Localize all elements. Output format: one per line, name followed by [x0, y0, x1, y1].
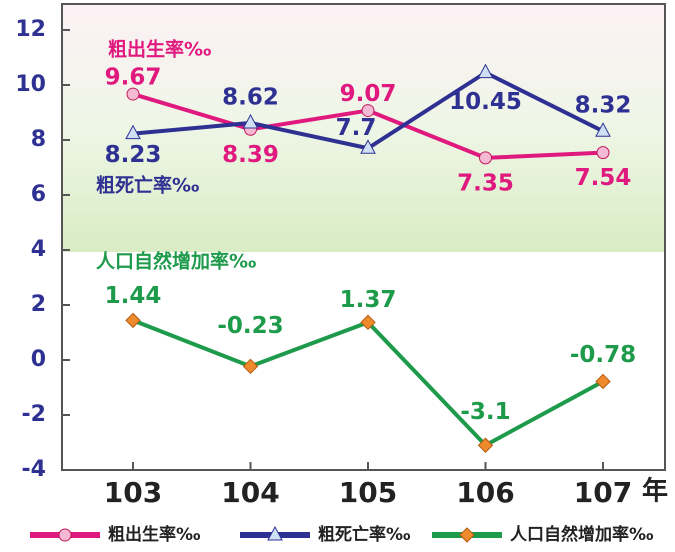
marker [267, 525, 283, 541]
x-tick-label: 107 [574, 476, 632, 509]
legend-label: 粗出生率‰ [108, 524, 201, 545]
data-label: 8.39 [222, 142, 279, 168]
y-tick-label: 4 [31, 237, 46, 262]
data-label: 8.23 [105, 142, 162, 168]
data-label: -3.1 [460, 399, 510, 425]
series-annotation: 粗死亡率‰ [96, 174, 199, 197]
y-tick-label: 2 [31, 292, 46, 317]
x-tick-label: 105 [339, 476, 397, 509]
data-label: 8.62 [222, 84, 279, 110]
marker [242, 358, 259, 375]
marker [242, 113, 259, 129]
y-tick-label: 10 [15, 72, 46, 97]
data-label: 8.32 [575, 93, 632, 119]
marker [595, 122, 611, 137]
data-label: 9.07 [340, 81, 397, 107]
data-label: -0.78 [570, 342, 636, 368]
marker [125, 124, 141, 140]
marker [58, 528, 72, 542]
series-annotation: 人口自然增加率‰ [96, 250, 256, 273]
marker [125, 312, 141, 329]
series-line [132, 318, 604, 448]
legend-label: 人口自然增加率‰ [510, 524, 654, 545]
plot-background [62, 4, 665, 252]
x-tick-label: 106 [456, 476, 514, 509]
marker [477, 63, 494, 79]
marker [360, 314, 376, 331]
plot-frame [61, 3, 666, 471]
marker [477, 437, 494, 453]
marker [126, 87, 140, 101]
legend-label: 粗死亡率‰ [318, 524, 411, 545]
x-axis-label: 年 [642, 476, 668, 507]
y-tick-label: 8 [31, 127, 46, 152]
data-label: 7.54 [575, 165, 632, 191]
data-label: 7.7 [336, 115, 377, 141]
data-label: -0.23 [217, 313, 283, 339]
y-tick-label: -2 [22, 402, 46, 427]
data-label: 7.35 [457, 170, 514, 196]
marker [459, 527, 475, 543]
data-label: 1.44 [105, 283, 162, 309]
y-tick-label: 12 [15, 17, 46, 42]
data-label: 1.37 [340, 287, 397, 313]
marker [596, 146, 610, 160]
data-label: 9.67 [105, 65, 162, 91]
x-tick-label: 104 [221, 476, 279, 509]
data-label: 10.45 [449, 89, 522, 115]
marker [479, 151, 492, 165]
marker [361, 104, 375, 118]
marker [360, 139, 376, 154]
y-tick-label: 6 [31, 182, 46, 207]
marker [595, 373, 611, 390]
y-tick-label: -4 [22, 457, 46, 482]
series-annotation: 粗出生率‰ [108, 38, 211, 61]
x-tick-label: 103 [104, 476, 162, 509]
y-tick-label: 0 [31, 347, 46, 372]
